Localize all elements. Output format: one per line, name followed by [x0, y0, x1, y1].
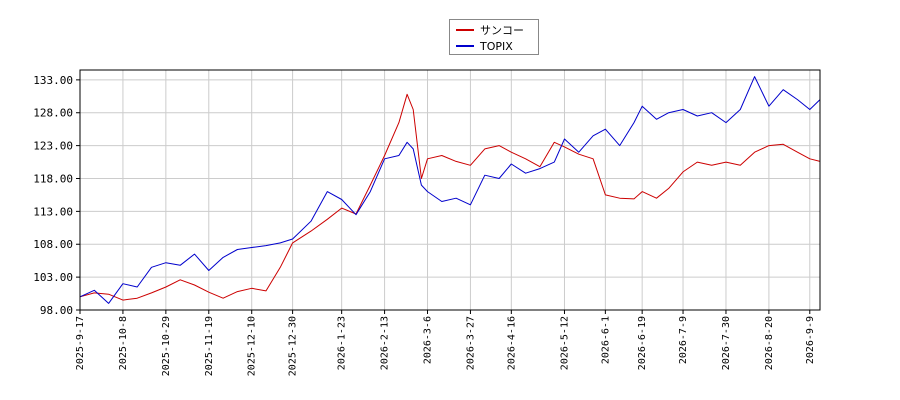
legend-swatch-topix: [456, 45, 474, 47]
x-tick-label: 2026-3-27: [465, 316, 476, 370]
x-tick-label: 2026-2-13: [380, 316, 391, 370]
series-lines: [79, 76, 821, 304]
x-tick-label: 2025-10-29: [161, 316, 172, 376]
x-tick-label: 2026-1-23: [337, 316, 348, 370]
y-tick-label: 118.00: [33, 172, 73, 185]
legend-label-sanko: サンコー: [480, 24, 524, 37]
legend-item-sanko: サンコー: [456, 22, 524, 38]
x-tick-label: 2025-10-8: [118, 316, 129, 370]
x-tick-label: 2026-5-12: [559, 316, 570, 370]
legend: サンコー TOPIX: [449, 19, 539, 55]
y-tick-label: 133.00: [33, 74, 73, 87]
series-line-sanko: [79, 93, 821, 301]
x-tick-label: 2026-3-6: [423, 316, 434, 364]
x-tick-label: 2025-11-19: [204, 316, 215, 376]
legend-swatch-sanko: [456, 29, 474, 31]
y-tick-label: 113.00: [33, 205, 73, 218]
x-tick-label: 2025-12-30: [288, 316, 299, 376]
y-tick-label: 123.00: [33, 140, 73, 153]
y-tick-label: 98.00: [40, 304, 73, 317]
x-tick-label: 2026-7-30: [721, 316, 732, 370]
y-tick-label: 128.00: [33, 107, 73, 120]
x-axis: 2025-9-17 2025-10-8 2025-10-29 2025-11-19 20…: [75, 310, 816, 376]
x-tick-label: 2026-8-20: [764, 316, 775, 370]
legend-label-topix: TOPIX: [480, 39, 513, 53]
x-tick-label: 2025-12-10: [247, 316, 258, 376]
x-tick-label: 2025-9-17: [75, 316, 86, 370]
grid: [79, 70, 820, 311]
legend-item-topix: TOPIX: [456, 38, 513, 54]
y-tick-label: 108.00: [33, 238, 73, 251]
y-tick-label: 103.00: [33, 271, 73, 284]
x-tick-label: 2026-7-9: [678, 316, 689, 364]
x-tick-label: 2026-4-16: [506, 316, 517, 370]
x-tick-label: 2026-6-19: [637, 316, 648, 370]
x-tick-label: 2026-9-9: [805, 316, 816, 364]
x-tick-label: 2026-6-1: [600, 316, 611, 364]
series-line-topix: [79, 76, 821, 304]
y-axis: 98.00 103.00 108.00 113.00 118.00 123.00 128.0…: [33, 74, 80, 317]
plot-frame: [79, 69, 821, 311]
